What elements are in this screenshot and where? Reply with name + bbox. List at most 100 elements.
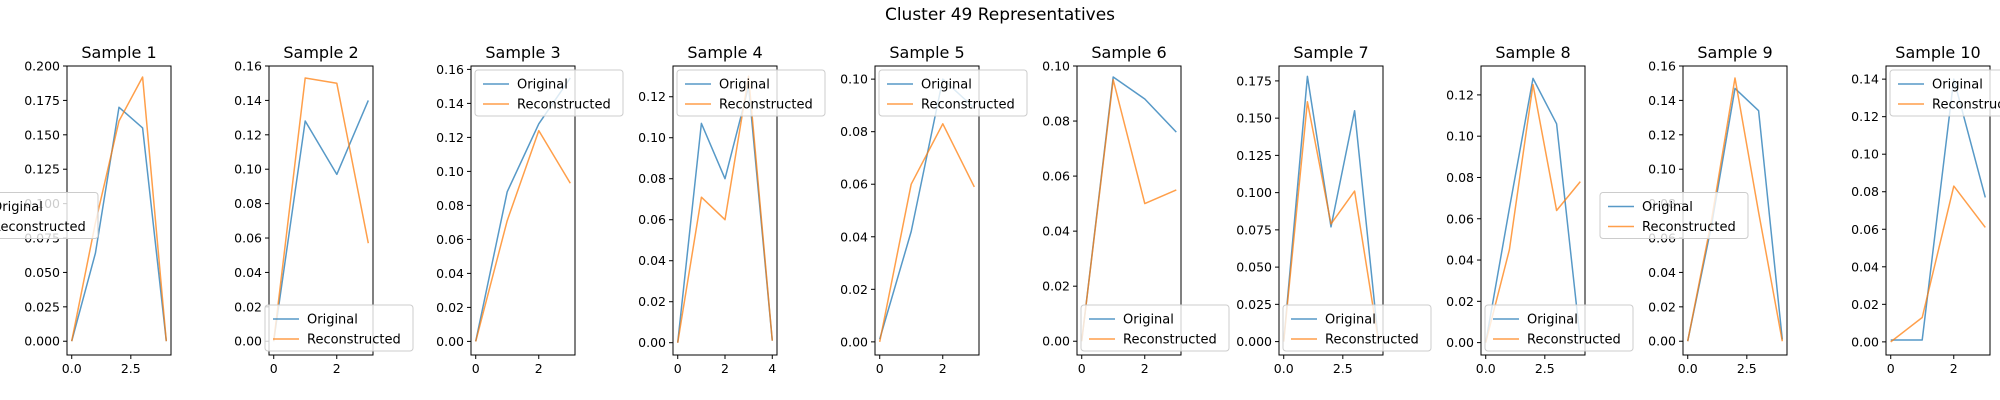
x-tick-label: 0.0 [1678, 361, 1698, 376]
y-tick-label: 0.00 [1042, 334, 1070, 349]
y-tick-label: 0.08 [234, 196, 262, 211]
x-tick-label: 2 [1141, 361, 1149, 376]
y-tick-label: 0.04 [840, 229, 868, 244]
legend-label: Original [1932, 78, 1983, 93]
panel-sample-10: Sample 10 0.00 0.02 0.04 0.06 0.08 0.10 0.12 0.1… [1851, 43, 2000, 376]
panel-title: Sample 7 [1293, 43, 1368, 62]
y-tick-label: 0.10 [1648, 162, 1676, 177]
y-tick-label: 0.10 [1446, 129, 1474, 144]
y-tick-label: 0.02 [1648, 299, 1676, 314]
x-tick-label: 2 [939, 361, 947, 376]
y-tick-label: 0.06 [840, 177, 868, 192]
x-tick-label: 2 [721, 361, 729, 376]
x-tick-label: 0 [674, 361, 682, 376]
y-tick-label: 0.04 [1851, 259, 1879, 274]
x-tick-label: 0 [270, 361, 278, 376]
panels: Sample 10.0000.0250.0500.0750.1000.1250.… [0, 43, 2000, 376]
y-tick-label: 0.06 [436, 232, 464, 247]
series-line-original [878, 78, 975, 340]
legend-box [1599, 192, 1749, 239]
x-tick-label: 2.5 [1535, 361, 1555, 376]
y-tick-label: 0.08 [1042, 114, 1070, 129]
y-tick-label: 0.12 [234, 127, 262, 142]
series-line-reconstructed [1890, 185, 1986, 343]
figure-title: Cluster 49 Representatives [885, 5, 1115, 25]
series-line-original [676, 85, 774, 343]
x-tick-label: 0.0 [1274, 361, 1294, 376]
y-tick-label: 0.10 [1042, 59, 1070, 74]
y-tick-label: 0.150 [24, 127, 60, 142]
series-line-original [474, 77, 571, 342]
y-tick-label: 0.02 [1446, 294, 1474, 309]
axes-frame [1480, 65, 1586, 356]
panel-sample-2: Sample 2 0.00 0.02 0.04 0.06 0.08 0.10 0.12 0.14… [234, 43, 414, 376]
y-tick-label: 0.06 [234, 231, 262, 246]
y-tick-label: 0.16 [234, 59, 262, 74]
y-tick-label: 0.04 [1648, 265, 1676, 280]
y-tick-label: 0.00 [234, 334, 262, 349]
y-tick-label: 0.14 [1851, 72, 1879, 87]
y-tick-label: 0.12 [436, 130, 464, 145]
legend-box [0, 192, 99, 239]
series-line-original [70, 106, 168, 342]
y-tick-label: 0.02 [638, 294, 666, 309]
y-tick-label: 0.150 [1236, 111, 1272, 126]
legend-label: Original [517, 78, 568, 93]
legend: Original Reconstructed [474, 69, 624, 117]
y-tick-label: 0.200 [24, 59, 60, 74]
series-line-reconstructed [1484, 83, 1581, 343]
y-tick-label: 0.14 [234, 93, 262, 108]
y-tick-label: 0.10 [840, 72, 868, 87]
y-tick-label: 0.14 [436, 96, 464, 111]
panel-sample-4: Sample 4 0.00 0.02 0.04 0.06 0.08 0.10 0.12 0 2 4 O… [638, 43, 826, 376]
x-tick-label: 0.0 [1476, 361, 1496, 376]
legend: Original Reconstructed [0, 192, 99, 239]
y-tick-label: 0.12 [1851, 109, 1879, 124]
legend-box [264, 304, 414, 352]
y-tick-label: 0.04 [638, 253, 666, 268]
y-tick-label: 0.12 [1446, 87, 1474, 102]
x-tick-label: 4 [768, 361, 776, 376]
legend-label: Reconstructed [1527, 333, 1621, 348]
panel-sample-1: Sample 10.0000.0250.0500.0750.1000.1250.… [0, 43, 172, 376]
x-tick-label: 2 [333, 361, 341, 376]
y-tick-label: 0.06 [1446, 211, 1474, 226]
legend-label: Reconstructed [719, 98, 813, 113]
x-tick-label: 0 [472, 361, 480, 376]
y-tick-label: 0.02 [1851, 297, 1879, 312]
axes-frame [672, 65, 778, 356]
y-tick-label: 0.100 [1236, 185, 1272, 200]
legend: Original Reconstructed [1484, 304, 1634, 352]
x-tick-label: 0 [1887, 361, 1895, 376]
legend: Original Reconstructed [1599, 192, 1749, 239]
y-tick-label: 0.10 [638, 130, 666, 145]
panel-sample-3: Sample 3 0.00 0.02 0.04 0.06 0.08 0.10 0.12 0.14… [436, 43, 624, 376]
y-tick-label: 0.10 [1851, 147, 1879, 162]
y-tick-label: 0.06 [638, 212, 666, 227]
axes-frame [1885, 65, 1991, 356]
legend-label: Original [1527, 313, 1578, 328]
series-line-reconstructed [1686, 77, 1784, 342]
legend: Original Reconstructed [1282, 304, 1432, 352]
series-line-reconstructed [474, 129, 571, 342]
series-line-original [1080, 76, 1177, 342]
y-tick-label: 0.00 [638, 335, 666, 350]
y-tick-label: 0.050 [1236, 260, 1272, 275]
series-line-reconstructed [676, 75, 774, 343]
legend-label: Reconstructed [517, 98, 611, 113]
axes-frame [1076, 65, 1182, 356]
panel-sample-6: Sample 6 0.00 0.02 0.04 0.06 0.08 0.10 0 2 Origin… [1042, 43, 1230, 376]
y-tick-label: 0.175 [1236, 73, 1272, 88]
x-tick-label: 2.5 [1737, 361, 1757, 376]
panel-title: Sample 3 [485, 43, 560, 62]
y-tick-label: 0.16 [1648, 59, 1676, 74]
y-tick-label: 0.02 [1042, 279, 1070, 294]
panel-title: Sample 1 [81, 43, 156, 62]
y-tick-label: 0.04 [234, 265, 262, 280]
legend-label: Original [719, 78, 770, 93]
y-tick-label: 0.06 [1042, 169, 1070, 184]
series-line-original [272, 100, 369, 342]
y-tick-label: 0.08 [1851, 184, 1879, 199]
y-tick-label: 0.02 [436, 300, 464, 315]
